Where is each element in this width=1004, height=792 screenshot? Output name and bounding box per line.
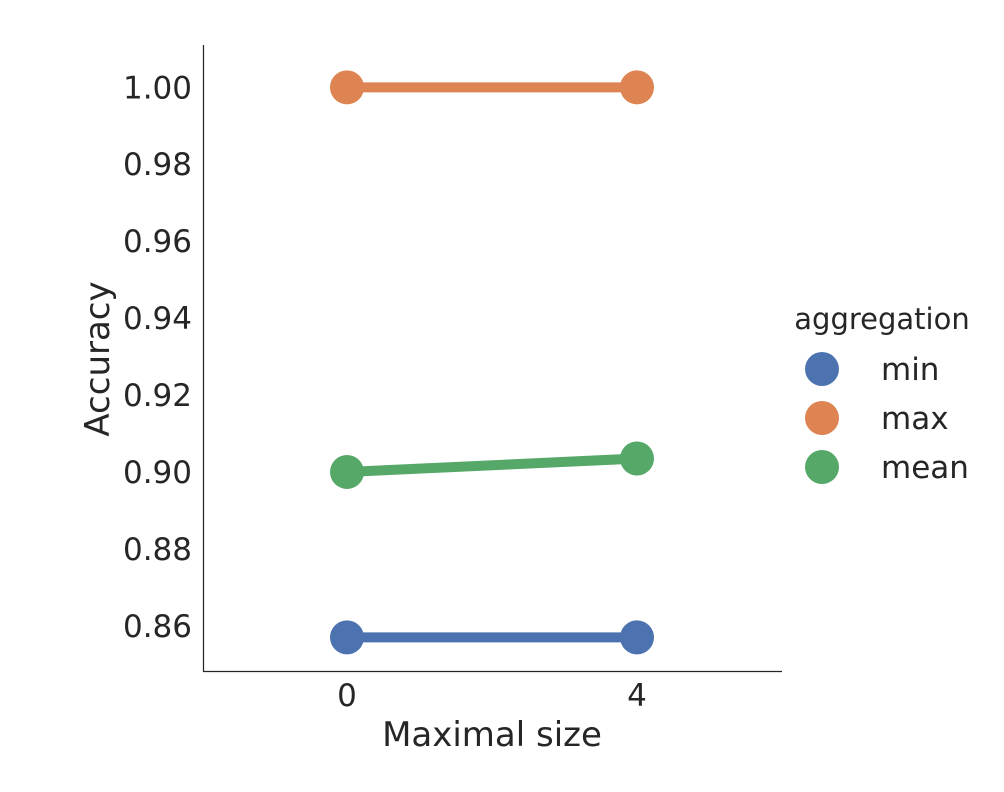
legend-label-max: max: [881, 401, 949, 437]
y-tick-label: 0.90: [123, 455, 192, 491]
legend-label-min: min: [881, 352, 939, 388]
data-point-min: [330, 620, 364, 655]
y-tick-label: 0.88: [123, 532, 192, 568]
legend-marker-max: [805, 401, 839, 435]
series-lines: [346, 82, 638, 643]
legend: aggregation min max mean: [794, 302, 969, 486]
series-line-mean: [346, 453, 638, 477]
y-tick-label: 0.96: [123, 224, 192, 260]
x-tick-label: 0: [337, 678, 357, 714]
data-point-min: [620, 620, 654, 655]
legend-marker-min: [805, 352, 839, 386]
legend-marker-mean: [805, 450, 839, 484]
legend-title: aggregation: [794, 302, 969, 336]
series-points: [330, 70, 654, 655]
y-tick-label: 0.98: [123, 147, 192, 183]
data-point-mean: [330, 454, 364, 489]
legend-label-mean: mean: [881, 450, 969, 486]
y-tick-label: 0.92: [123, 378, 192, 414]
x-tick-label: 4: [627, 678, 647, 714]
y-tick-label: 0.94: [123, 301, 192, 337]
data-point-mean: [620, 441, 654, 476]
y-tick-label: 0.86: [123, 609, 192, 645]
y-axis-label: Accuracy: [78, 281, 118, 436]
data-point-max: [330, 70, 364, 105]
y-tick-label: 1.00: [123, 70, 192, 106]
x-axis-label: Maximal size: [382, 715, 602, 755]
y-tick-labels: 0.86 0.88 0.90 0.92 0.94 0.96 0.98 1.00: [123, 70, 192, 645]
data-point-max: [620, 70, 654, 105]
